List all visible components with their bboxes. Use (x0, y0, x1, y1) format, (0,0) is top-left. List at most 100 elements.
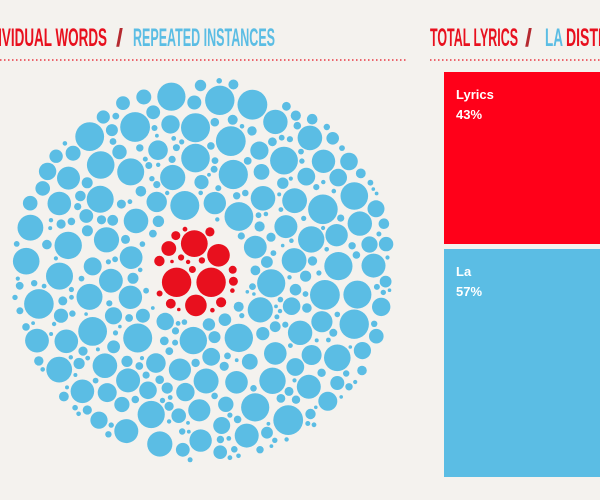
bubble (274, 304, 278, 309)
bubble (25, 328, 49, 353)
bubble (213, 417, 231, 434)
bubble (256, 446, 264, 454)
bubble (116, 368, 141, 393)
bubble (49, 332, 54, 336)
bubble (105, 259, 111, 265)
bubble (385, 255, 390, 260)
right-title-separator: / (525, 24, 532, 52)
bubble (178, 254, 185, 261)
bubble (135, 186, 147, 197)
bubble (175, 442, 190, 457)
bubble (181, 113, 210, 143)
bubble (155, 133, 159, 138)
bubble (373, 283, 380, 290)
bubble (168, 358, 191, 381)
bubble (228, 79, 239, 90)
bubble (105, 124, 118, 137)
bubble (191, 358, 200, 368)
bubble (249, 283, 256, 290)
bubble (165, 190, 170, 196)
bubble (15, 276, 20, 281)
bubble (51, 321, 57, 327)
bubble (225, 371, 248, 394)
bubble (166, 419, 172, 424)
bubble (68, 286, 74, 293)
bubble (17, 214, 44, 241)
bubble (24, 289, 54, 319)
bubble (311, 311, 333, 333)
bubble (286, 358, 305, 376)
bubble (224, 352, 231, 360)
bubble (127, 199, 133, 205)
bubble (210, 117, 220, 127)
bubble (276, 394, 286, 403)
bubble (16, 307, 24, 315)
bubble (107, 340, 120, 354)
bubble (287, 320, 313, 345)
bubble (301, 345, 322, 365)
bubble (131, 395, 140, 404)
bubble (321, 225, 326, 231)
bubble (353, 379, 358, 385)
bubble (352, 251, 361, 259)
bubble (227, 455, 233, 461)
bubble (293, 121, 302, 130)
bubble (348, 345, 353, 349)
bubble (13, 241, 20, 247)
bubble (250, 265, 261, 276)
bubble (135, 362, 144, 370)
bubble (202, 318, 216, 331)
bubble (164, 401, 174, 411)
bubble (142, 156, 148, 162)
bubble (179, 139, 185, 145)
bubble (282, 101, 291, 111)
bubble (205, 227, 215, 237)
right-title-third: DISTRIBUTION (566, 24, 600, 52)
bubble (136, 89, 152, 105)
bubble (321, 179, 326, 185)
bubble (361, 236, 378, 253)
bubble (97, 383, 117, 403)
bubble (343, 280, 372, 309)
bubble (198, 257, 206, 264)
bubble (318, 391, 338, 411)
bubble (339, 309, 369, 339)
bubble (323, 123, 330, 131)
bubble (219, 361, 229, 371)
bubble (127, 272, 139, 284)
bubble (367, 200, 385, 218)
bubble (153, 181, 161, 189)
left-title-second: REPEATED INSTANCES (133, 24, 275, 52)
bubble (119, 246, 143, 269)
bubble (171, 408, 186, 424)
bubble (233, 192, 241, 200)
bubble (48, 218, 54, 223)
bubble (58, 296, 68, 306)
bubble (139, 381, 157, 400)
right-title-first: TOTAL LYRICS (430, 24, 518, 52)
bubble (218, 396, 234, 412)
bubble (78, 275, 85, 282)
bubble (311, 149, 336, 173)
bubble (234, 423, 259, 448)
bubble (176, 382, 195, 402)
bubble (137, 267, 143, 273)
bubble (155, 375, 164, 385)
bubble (161, 267, 192, 297)
bubble (266, 232, 276, 242)
bubble (99, 268, 123, 293)
bubble (269, 321, 281, 333)
bubble (186, 429, 191, 434)
bubble (108, 422, 114, 428)
bubble (215, 126, 246, 156)
bubble (211, 157, 219, 165)
bubble (150, 306, 155, 310)
bubble (121, 355, 133, 367)
bubble (69, 294, 74, 300)
bubble (40, 367, 45, 372)
bubble (218, 159, 248, 190)
bubble (143, 287, 150, 294)
bubble (282, 188, 307, 214)
bubble (156, 162, 161, 167)
